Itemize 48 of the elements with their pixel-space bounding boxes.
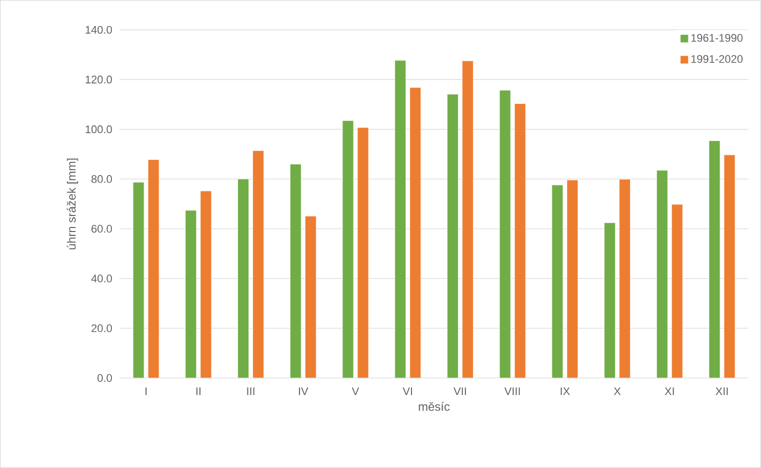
y-tick-label: 100.0 xyxy=(86,126,112,134)
bar xyxy=(514,104,526,378)
bar xyxy=(499,90,511,378)
y-tick-label: 120.0 xyxy=(86,76,112,84)
bar xyxy=(671,204,683,378)
bar xyxy=(185,210,197,378)
bar xyxy=(604,222,616,378)
x-tick-label: I xyxy=(146,388,147,396)
bar xyxy=(566,180,578,378)
x-tick-label: XII xyxy=(716,388,728,396)
legend-label: 1961-1990 xyxy=(691,34,743,42)
x-tick-label: V xyxy=(352,388,360,396)
bar xyxy=(148,160,160,378)
x-tick-label: XI xyxy=(664,388,674,396)
x-tick-label: II xyxy=(196,388,200,396)
x-tick-label: IX xyxy=(560,388,570,396)
y-tick-label: 40.0 xyxy=(91,274,112,282)
bar xyxy=(462,60,474,378)
legend-label: 1991-2020 xyxy=(691,55,743,63)
x-tick-label: VIII xyxy=(504,388,520,396)
bar xyxy=(410,87,422,378)
bar xyxy=(290,164,302,378)
y-tick-label: 0.0 xyxy=(98,374,112,382)
x-tick-label: VII xyxy=(454,388,466,396)
bar xyxy=(342,120,354,378)
bar xyxy=(447,94,458,378)
bar xyxy=(304,216,316,378)
bar xyxy=(724,154,736,378)
y-tick-label: 20.0 xyxy=(92,324,112,332)
x-tick-label: VI xyxy=(402,388,412,396)
x-tick-label: III xyxy=(247,388,254,396)
bar xyxy=(708,140,720,378)
y-axis-title: úhrn srážek [mm] xyxy=(66,158,78,250)
y-tick-label: 140.0 xyxy=(86,26,112,34)
bar xyxy=(619,179,631,378)
bar xyxy=(132,182,144,378)
y-tick-label: 80.0 xyxy=(91,175,112,183)
bar xyxy=(252,150,264,378)
x-tick-label: X xyxy=(614,388,621,396)
bar xyxy=(394,60,406,378)
x-tick-label: IV xyxy=(298,388,308,396)
bar xyxy=(357,127,369,378)
bar xyxy=(656,170,668,378)
bar xyxy=(552,184,564,378)
bar xyxy=(200,190,212,378)
y-tick-label: 60.0 xyxy=(92,224,112,233)
bar xyxy=(238,178,249,378)
x-axis-title: měsíc xyxy=(418,402,450,411)
